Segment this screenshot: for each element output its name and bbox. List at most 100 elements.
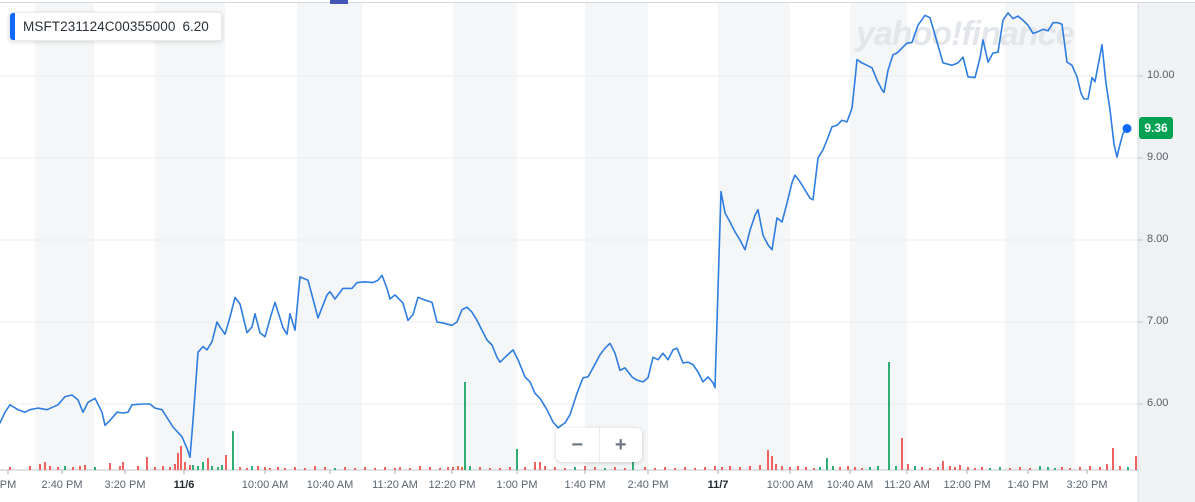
volume-bar — [729, 466, 731, 470]
volume-bar — [854, 467, 856, 470]
volume-bar — [847, 466, 849, 470]
volume-bar — [937, 467, 939, 470]
volume-bar — [499, 468, 501, 470]
y-axis-label: 8.00 — [1147, 233, 1169, 245]
volume-bar — [217, 467, 219, 470]
volume-bar — [967, 467, 969, 470]
volume-bar — [869, 467, 871, 470]
volume-bar — [632, 460, 634, 470]
volume-bar — [1106, 464, 1108, 470]
volume-bar — [1119, 466, 1121, 470]
x-axis-label: 1:00 PM — [496, 479, 538, 491]
session-band — [718, 3, 790, 470]
volume-bar — [524, 467, 526, 470]
volume-bar — [479, 467, 481, 470]
legend-color-bar — [10, 13, 15, 40]
volume-bar — [429, 467, 431, 470]
volume-bar — [539, 462, 541, 470]
volume-bar — [805, 467, 807, 470]
volume-bar — [574, 467, 576, 470]
volume-bar — [534, 462, 536, 470]
session-band — [453, 3, 517, 470]
volume-bar — [614, 467, 616, 470]
volume-bar — [409, 468, 411, 470]
legend-value: 6.20 — [182, 19, 209, 34]
volume-bar — [949, 466, 951, 470]
volume-bar — [839, 467, 841, 470]
volume-bar — [1029, 468, 1031, 470]
volume-bar — [714, 466, 716, 470]
x-axis-label: 2:40 PM — [627, 479, 669, 491]
volume-bar — [239, 467, 241, 470]
volume-bar — [324, 467, 326, 470]
volume-bar — [564, 468, 566, 470]
volume-bar — [739, 467, 741, 470]
volume-bar — [797, 466, 799, 470]
volume-bar — [1089, 466, 1091, 470]
volume-bar — [954, 467, 956, 470]
session-band — [1005, 3, 1075, 470]
volume-bar — [44, 462, 46, 470]
volume-bar — [819, 467, 821, 470]
volume-bar — [516, 449, 518, 470]
volume-bar — [374, 468, 376, 470]
top-border-line — [0, 2, 1195, 3]
x-axis-label: 1:40 PM — [564, 479, 606, 491]
volume-bar — [981, 467, 983, 470]
x-axis-label: 11:20 AM — [372, 479, 418, 491]
volume-bar — [895, 466, 897, 470]
volume-bar — [674, 468, 676, 470]
volume-bar — [749, 466, 751, 470]
session-band — [850, 3, 907, 470]
x-axis-label: 10:40 AM — [826, 479, 874, 491]
x-axis-label: PM — [0, 479, 17, 491]
volume-bar — [1079, 467, 1081, 470]
volume-bar — [334, 468, 336, 470]
volume-bar — [584, 466, 586, 470]
volume-bar — [257, 466, 259, 470]
zoom-out-button[interactable]: − — [556, 428, 600, 462]
volume-bar — [119, 466, 121, 470]
volume-bar — [154, 467, 156, 470]
volume-bar — [877, 466, 879, 470]
volume-bar — [469, 466, 471, 470]
volume-bar — [1019, 467, 1021, 470]
volume-bar — [813, 468, 815, 470]
volume-bar — [184, 462, 186, 470]
volume-bar — [604, 468, 606, 470]
session-bands — [35, 3, 1075, 470]
volume-bar — [109, 463, 111, 470]
volume-bar — [314, 466, 316, 470]
volume-bar — [888, 362, 890, 470]
volume-bar — [942, 461, 944, 470]
volume-bar — [759, 465, 761, 470]
volume-bar — [1047, 467, 1049, 470]
volume-bar — [721, 467, 723, 470]
session-band — [35, 3, 94, 470]
volume-bar — [146, 457, 148, 470]
volume-bar — [251, 466, 253, 470]
volume-bar — [1127, 467, 1129, 470]
volume-bar — [364, 467, 366, 470]
volume-bar — [1099, 467, 1101, 470]
volume-bar — [211, 466, 213, 470]
volume-bar — [901, 438, 903, 470]
x-axis-label: 2:40 PM — [41, 479, 83, 491]
volume-bar — [57, 467, 59, 470]
volume-bar — [775, 464, 777, 470]
volume-bar — [64, 466, 66, 470]
volume-bar — [177, 453, 179, 470]
volume-bar — [914, 466, 916, 470]
volume-bar — [232, 431, 234, 470]
y-axis-label: 9.00 — [1147, 151, 1169, 163]
volume-bar — [1112, 448, 1114, 470]
x-axis-label: 3:20 PM — [104, 479, 146, 491]
legend-card[interactable]: MSFT231124C00355000 6.20 — [9, 12, 222, 41]
volume-bar — [277, 467, 279, 470]
volume-bar — [921, 467, 923, 470]
x-axis-label: 11:20 AM — [884, 479, 930, 491]
volume-bar — [180, 446, 182, 470]
zoom-in-button[interactable]: + — [614, 433, 627, 456]
